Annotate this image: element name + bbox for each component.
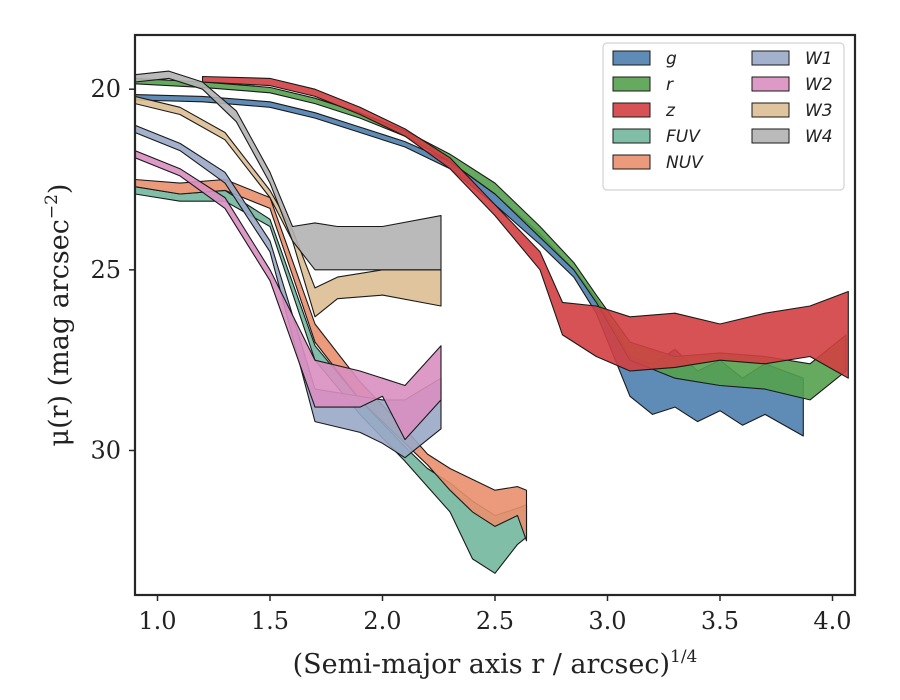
x-tick-label: 3.5 [701,607,739,635]
ticks-layer: 1.0 1.5 2.0 2.5 3.0 3.5 4.0 20 25 30 [90,75,851,635]
legend-swatch-g [612,50,651,66]
legend-swatch-w4 [751,128,790,144]
legend-label-fuv: FUV [666,127,701,147]
legend: grz FUV NUV W1 W2 W3 W4 [602,42,845,191]
x-axis-label-sup: 1/4 [670,647,697,667]
y-axis-label-main: μ(r) (mag arcsec [44,219,75,446]
legend-swatch-z [612,102,651,118]
legend-swatch-w1 [751,50,790,66]
x-tick-label: 4.0 [813,607,851,635]
x-tick-label: 3.0 [588,607,626,635]
legend-swatch-fuv [612,128,651,144]
legend-label-w3: W3 [805,101,833,121]
series-band-z [201,75,849,379]
legend-swatch-w3 [751,102,790,118]
series-band-w4 [135,70,442,271]
legend-label-z: z [665,101,676,121]
x-axis-label-main: (Semi-major axis r / arcsec) [293,649,670,680]
series-layer [135,70,849,574]
legend-swatch-w2 [751,76,790,92]
legend-label-w1: W1 [805,49,833,69]
legend-label-nuv: NUV [666,153,704,173]
y-axis-label: μ(r) (mag arcsec−2) [42,184,75,447]
y-tick-label: 25 [90,256,121,284]
x-tick-label: 1.0 [138,607,176,635]
legend-label-w2: W2 [805,75,833,95]
x-axis-label: (Semi-major axis r / arcsec)1/4 [293,647,698,680]
series-band-w2 [135,150,442,441]
legend-label-g: g [666,49,677,69]
x-tick-label: 2.0 [363,607,401,635]
y-axis-label-sup: −2 [42,194,62,219]
y-tick-label: 20 [90,75,121,103]
series-band-nuv [135,178,528,542]
y-axis-label-close: ) [44,184,75,195]
x-tick-label: 1.5 [251,607,289,635]
legend-swatch-r [612,76,651,92]
x-tick-label: 2.5 [476,607,514,635]
y-tick-label: 30 [90,436,121,464]
legend-label-w4: W4 [805,127,833,147]
legend-swatch-nuv [612,154,651,170]
legend-label-r: r [666,75,674,95]
series-band-w3 [135,95,442,318]
